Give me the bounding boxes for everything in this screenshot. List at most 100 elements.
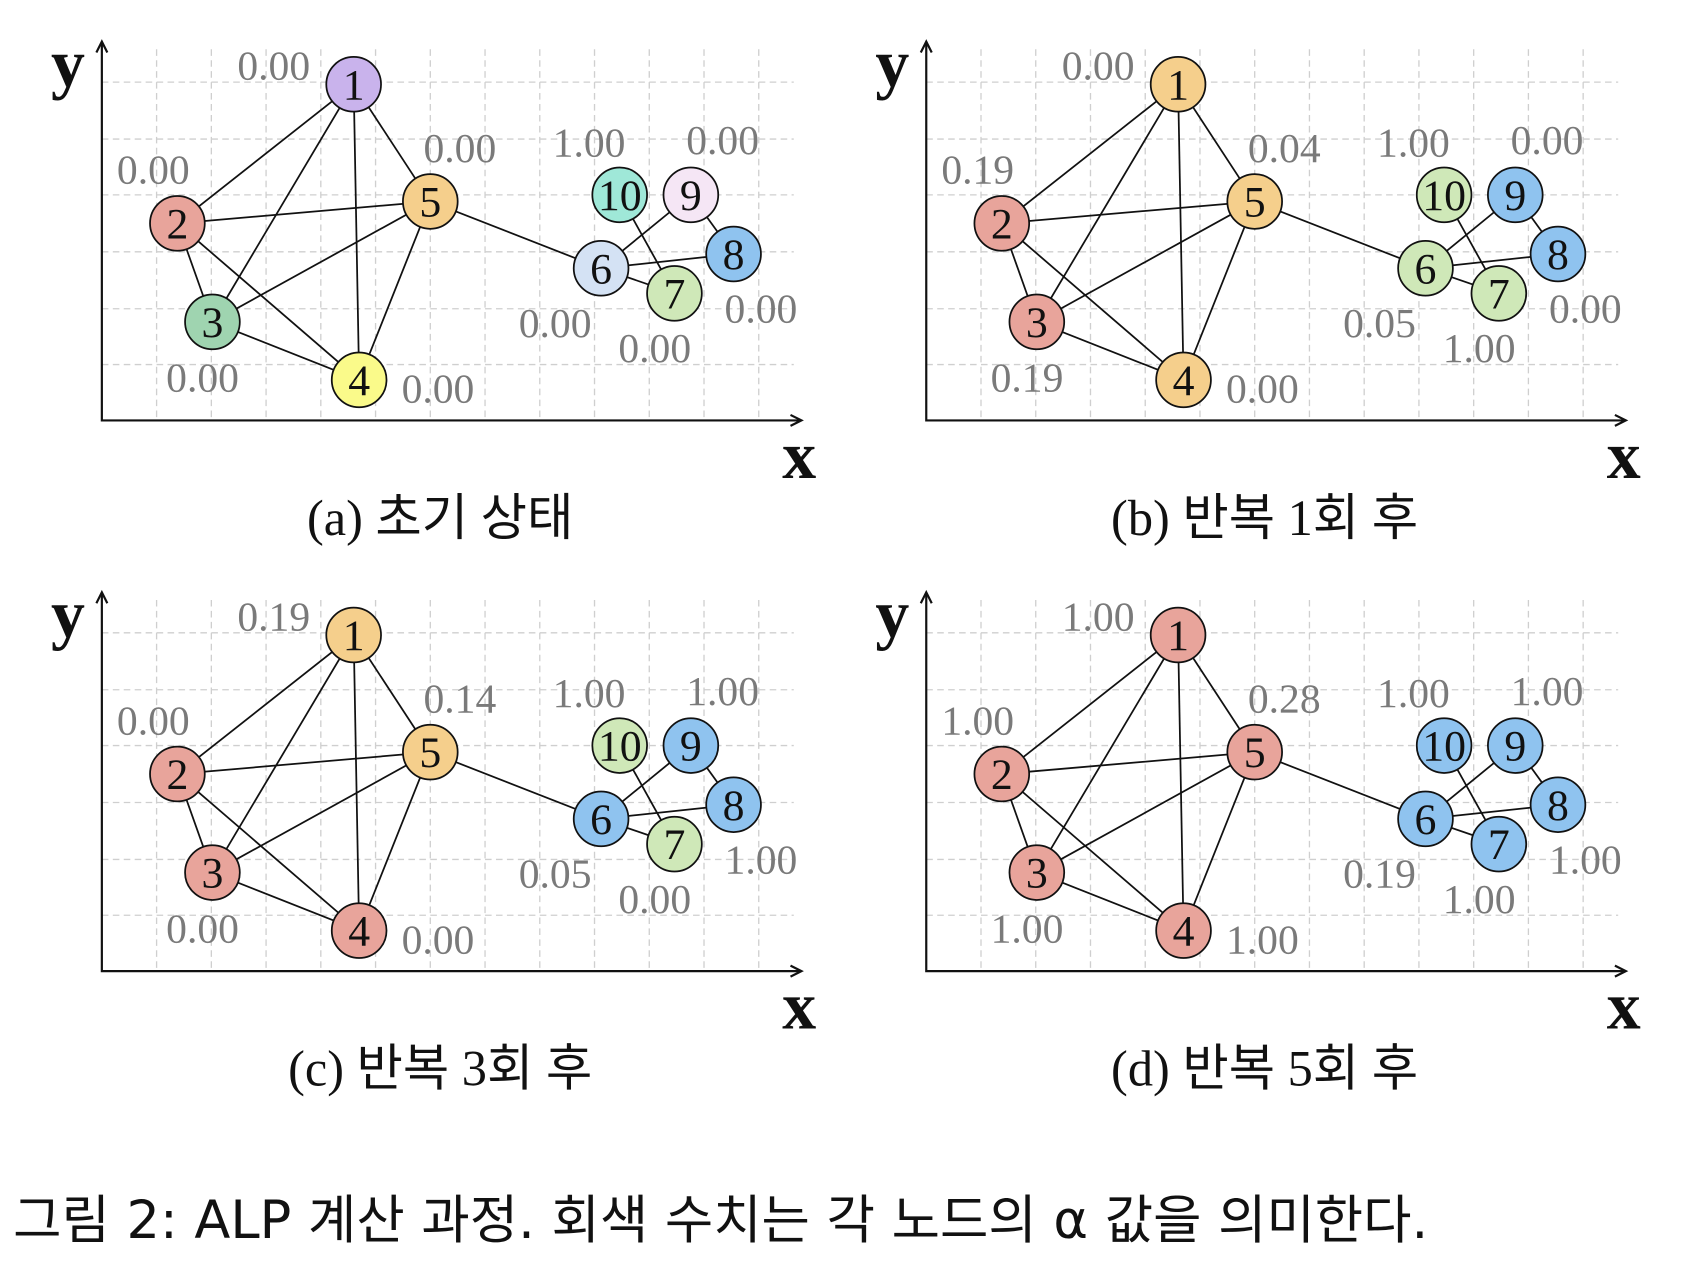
alpha-value: 1.00 bbox=[1443, 876, 1516, 922]
node bbox=[1226, 173, 1283, 230]
node-label: 9 bbox=[1504, 172, 1526, 220]
edge bbox=[177, 751, 431, 775]
y-axis-label: y bbox=[875, 26, 909, 101]
alpha-value: 0.00 bbox=[1226, 366, 1299, 412]
alpha-value: 1.00 bbox=[553, 119, 626, 165]
node bbox=[330, 902, 388, 959]
edge bbox=[1001, 773, 1185, 932]
edge bbox=[176, 83, 355, 225]
x-axis-label: x bbox=[782, 969, 816, 1044]
node bbox=[646, 815, 703, 873]
node-label: 6 bbox=[1415, 245, 1437, 293]
edge bbox=[352, 84, 361, 380]
node-label: 4 bbox=[348, 908, 370, 956]
edge bbox=[1001, 222, 1185, 381]
node bbox=[184, 293, 241, 351]
alpha-value: 0.00 bbox=[1511, 117, 1584, 163]
node bbox=[1470, 815, 1528, 873]
node-label: 3 bbox=[1026, 299, 1048, 347]
node-label: 1 bbox=[1167, 612, 1189, 660]
axes bbox=[100, 594, 800, 973]
edge bbox=[1036, 83, 1179, 323]
axes bbox=[925, 43, 1624, 422]
node-label: 3 bbox=[201, 299, 223, 347]
alpha-value: 0.00 bbox=[166, 355, 239, 401]
alpha-value: 1.00 bbox=[725, 836, 798, 882]
edge bbox=[358, 201, 432, 381]
node-label: 7 bbox=[1488, 821, 1510, 869]
panel: y x 1 1.00 2 1.00 3 1.00 4 1.00 5 0.28 6 0.19 7 1.00 8 1.… bbox=[875, 577, 1640, 1097]
node-label: 6 bbox=[1415, 796, 1437, 844]
node bbox=[1149, 606, 1207, 664]
edge bbox=[176, 773, 360, 932]
node-label: 3 bbox=[1026, 850, 1048, 898]
figure-caption: 그림 2: ALP 계산 과정. 회색 수치는 각 노드의 α 값을 의미한다. bbox=[13, 1190, 1428, 1251]
alpha-value: 0.00 bbox=[423, 125, 496, 171]
alpha-value: 0.00 bbox=[1062, 43, 1135, 89]
alpha-value: 0.00 bbox=[117, 147, 190, 193]
edge bbox=[212, 200, 431, 323]
node-label: 8 bbox=[723, 782, 745, 830]
node bbox=[330, 351, 388, 409]
node bbox=[1008, 293, 1066, 351]
alpha-value: 1.00 bbox=[686, 668, 759, 714]
node-label: 4 bbox=[1173, 357, 1195, 405]
node-label: 10 bbox=[1422, 723, 1466, 771]
node-label: 4 bbox=[348, 357, 370, 405]
alpha-value: 0.19 bbox=[237, 593, 310, 639]
node-label: 1 bbox=[1167, 61, 1189, 109]
node-label: 4 bbox=[1173, 908, 1195, 956]
alpha-value: 0.00 bbox=[519, 300, 592, 346]
edge bbox=[1254, 200, 1426, 270]
alpha-value: 0.00 bbox=[686, 117, 759, 163]
node-label: 7 bbox=[1488, 271, 1510, 319]
node bbox=[184, 844, 241, 901]
alpha-value: 0.19 bbox=[991, 355, 1064, 401]
node-label: 6 bbox=[590, 245, 612, 293]
alpha-value: 0.00 bbox=[166, 905, 239, 951]
edge bbox=[1001, 751, 1255, 775]
edge bbox=[211, 83, 355, 323]
edge bbox=[429, 751, 602, 820]
node bbox=[149, 745, 206, 803]
edge bbox=[212, 751, 431, 874]
alpha-value: 1.00 bbox=[1377, 670, 1450, 716]
panel-caption: (a) 초기 상태 bbox=[307, 490, 573, 546]
node-label: 6 bbox=[590, 796, 612, 844]
alpha-value: 0.00 bbox=[402, 366, 475, 412]
edge bbox=[1036, 634, 1179, 874]
alpha-value: 1.00 bbox=[991, 905, 1064, 951]
edge bbox=[1177, 634, 1185, 931]
panel: y x 1 0.19 2 0.00 3 0.00 4 0.00 5 0.14 6 0.05 7 0.00 8 1.… bbox=[51, 577, 816, 1097]
node-label: 5 bbox=[1244, 179, 1266, 227]
alpha-value: 0.00 bbox=[237, 43, 310, 89]
node bbox=[1415, 717, 1473, 774]
node bbox=[1397, 239, 1454, 297]
node-label: 7 bbox=[664, 821, 686, 869]
x-axis-label: x bbox=[782, 418, 816, 493]
node bbox=[1226, 723, 1283, 781]
alpha-value: 0.04 bbox=[1248, 125, 1321, 171]
alpha-value: 0.00 bbox=[618, 876, 691, 922]
node bbox=[705, 776, 762, 833]
alpha-value: 0.19 bbox=[1343, 851, 1416, 897]
node-label: 9 bbox=[680, 172, 702, 220]
edge bbox=[176, 222, 360, 381]
node bbox=[591, 166, 648, 224]
node-label: 8 bbox=[723, 231, 745, 279]
node bbox=[973, 745, 1031, 803]
node-label: 7 bbox=[664, 271, 686, 319]
edge bbox=[1036, 200, 1256, 323]
panel-caption: (d) 반복 5회 후 bbox=[1111, 1041, 1418, 1097]
x-axis-label: x bbox=[1607, 418, 1641, 493]
node-label: 3 bbox=[201, 850, 223, 898]
node-label: 5 bbox=[419, 729, 441, 777]
node bbox=[646, 265, 703, 322]
alpha-value: 0.28 bbox=[1248, 676, 1321, 722]
edge bbox=[1182, 751, 1256, 931]
edge bbox=[429, 200, 602, 270]
alpha-value: 0.00 bbox=[1549, 286, 1622, 332]
edge bbox=[1182, 201, 1256, 381]
node-label: 2 bbox=[166, 751, 188, 799]
node-label: 9 bbox=[1504, 723, 1526, 771]
